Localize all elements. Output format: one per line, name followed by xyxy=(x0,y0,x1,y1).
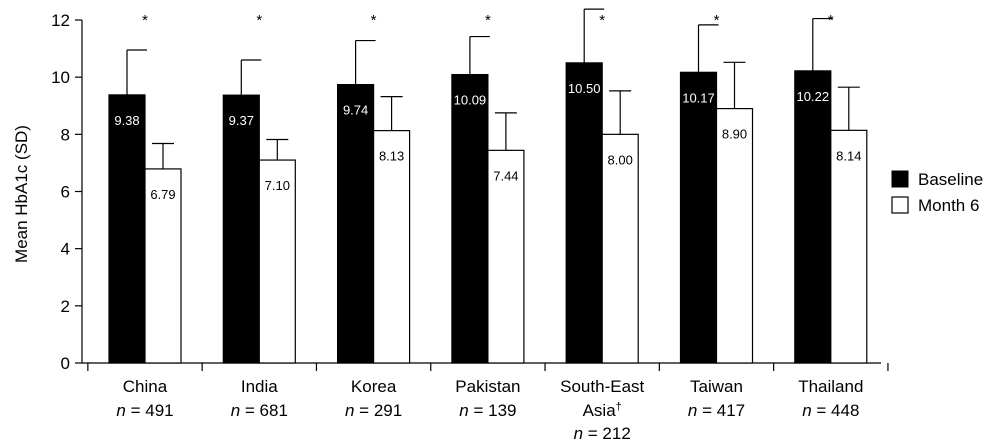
value-label-month6: 8.00 xyxy=(608,152,633,167)
category-label: Taiwan xyxy=(690,377,743,396)
bar-baseline xyxy=(794,70,832,364)
bar-baseline xyxy=(451,73,489,364)
significance-marker: * xyxy=(142,12,148,29)
bar-month6 xyxy=(830,129,868,364)
category-label: Pakistan xyxy=(455,377,520,396)
category-n-label: n = 291 xyxy=(345,401,402,420)
value-label-baseline: 10.09 xyxy=(454,93,487,108)
value-label-baseline: 10.50 xyxy=(568,81,601,96)
bar-month6 xyxy=(258,159,296,364)
category-n-label: n = 139 xyxy=(459,401,516,420)
y-tick-label: 10 xyxy=(51,68,70,87)
category-n-label: n = 448 xyxy=(802,401,859,420)
significance-marker: * xyxy=(371,12,377,29)
significance-marker: * xyxy=(599,12,605,29)
category-label: Korea xyxy=(351,377,397,396)
bar-baseline xyxy=(337,83,375,364)
bar-baseline xyxy=(679,71,718,364)
value-label-month6: 8.13 xyxy=(379,149,404,164)
value-label-month6: 7.10 xyxy=(265,178,290,193)
bar-baseline xyxy=(108,94,146,364)
value-label-baseline: 9.37 xyxy=(229,113,254,128)
bar-month6 xyxy=(487,149,525,364)
value-label-month6: 8.14 xyxy=(836,148,861,163)
bar-month6 xyxy=(373,130,411,364)
category-n-label: n = 212 xyxy=(574,424,631,443)
category-labels: China n = 491 India n = 681 Korea n = 291 Paki… xyxy=(116,377,863,443)
category-label: China xyxy=(123,377,168,396)
significance-marker: * xyxy=(256,12,262,29)
y-tick-label: 0 xyxy=(61,354,70,373)
y-axis-title: Mean HbA1c (SD) xyxy=(12,125,31,263)
category-label: South-East xyxy=(560,377,644,396)
category-label-line2: Asia† xyxy=(583,401,622,420)
bar-month6 xyxy=(601,133,639,364)
value-label-baseline: 9.38 xyxy=(114,113,139,128)
bar-month6 xyxy=(715,108,754,364)
bar-baseline xyxy=(222,94,260,364)
legend: Baseline Month 6 xyxy=(891,170,983,215)
y-tick-label: 6 xyxy=(61,183,70,202)
category-n-label: n = 491 xyxy=(116,401,173,420)
bars: 9.38 6.79 * 9.37 7.10 * 9.74 8.13 * 10.09 7.44 * 10.… xyxy=(108,8,868,364)
value-label-baseline: 10.17 xyxy=(682,90,715,105)
y-tick-label: 4 xyxy=(61,240,70,259)
y-tick-label: 2 xyxy=(61,297,70,316)
axes: 0 2 4 6 8 10 12 xyxy=(51,11,889,373)
category-label: Thailand xyxy=(798,377,863,396)
value-label-baseline: 9.74 xyxy=(343,103,368,118)
legend-swatch-baseline xyxy=(891,170,909,188)
category-n-label: n = 681 xyxy=(231,401,288,420)
value-label-baseline: 10.22 xyxy=(797,89,830,104)
legend-label-month6: Month 6 xyxy=(918,196,979,215)
value-label-month6: 6.79 xyxy=(150,187,175,202)
category-n-label: n = 417 xyxy=(688,401,745,420)
significance-marker: * xyxy=(714,12,720,29)
legend-swatch-month6 xyxy=(891,196,909,214)
significance-marker: * xyxy=(828,12,834,29)
bar-baseline xyxy=(565,62,603,364)
bar-month6 xyxy=(144,168,182,364)
value-label-month6: 7.44 xyxy=(493,168,518,183)
legend-label-baseline: Baseline xyxy=(918,170,983,189)
significance-marker: * xyxy=(485,12,491,29)
y-tick-label: 12 xyxy=(51,11,70,30)
value-label-month6: 8.90 xyxy=(722,127,747,142)
category-label: India xyxy=(241,377,278,396)
y-tick-label: 8 xyxy=(61,125,70,144)
